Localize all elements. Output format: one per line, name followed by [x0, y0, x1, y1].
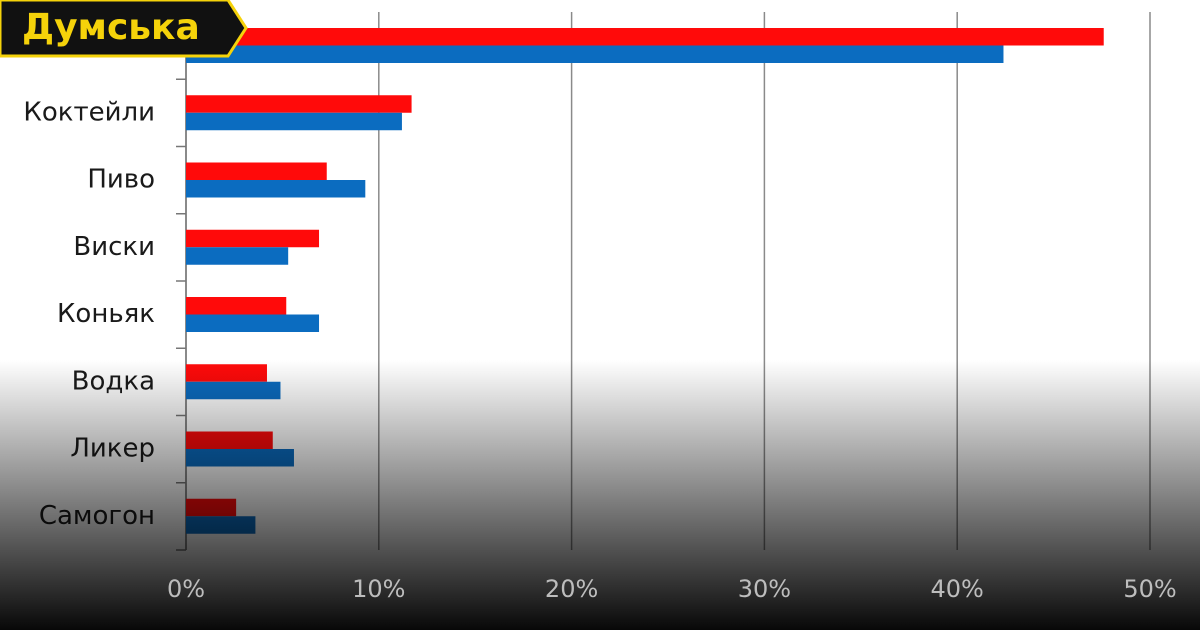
logo-badge [0, 0, 248, 58]
bar [186, 431, 273, 449]
bar [186, 95, 412, 113]
y-tick-label: Самогон [39, 501, 155, 531]
y-tick-label: Коньяк [57, 299, 155, 329]
bar [186, 364, 267, 382]
y-tick-label: Виски [73, 232, 155, 262]
bar [186, 229, 320, 248]
bar [186, 381, 281, 400]
x-tick-label: 0% [167, 575, 205, 603]
x-tick-label: 50% [1123, 575, 1176, 603]
bar [186, 45, 1004, 63]
x-tick-label: 30% [738, 575, 791, 603]
bar [186, 112, 402, 131]
bar [186, 516, 256, 534]
y-tick-label: Ликер [70, 434, 155, 464]
bar [186, 247, 289, 265]
bar [186, 449, 294, 467]
axis-labels: 0% 10% 20% 30% 40% 50% [167, 575, 1177, 603]
logo-text: Думська [22, 7, 200, 48]
y-tick-label: Пиво [87, 165, 155, 195]
bar [186, 162, 327, 180]
bar [186, 297, 287, 315]
logo: Думська [0, 0, 248, 58]
bar [186, 498, 237, 517]
y-tick-label: Водка [72, 366, 155, 396]
bar [186, 180, 366, 198]
y-tick-label: Коктейли [23, 97, 155, 127]
x-tick-label: 40% [931, 575, 984, 603]
bar [186, 28, 1104, 46]
x-tick-label: 10% [352, 575, 405, 603]
x-tick-label: 20% [545, 575, 598, 603]
bar [186, 314, 320, 332]
